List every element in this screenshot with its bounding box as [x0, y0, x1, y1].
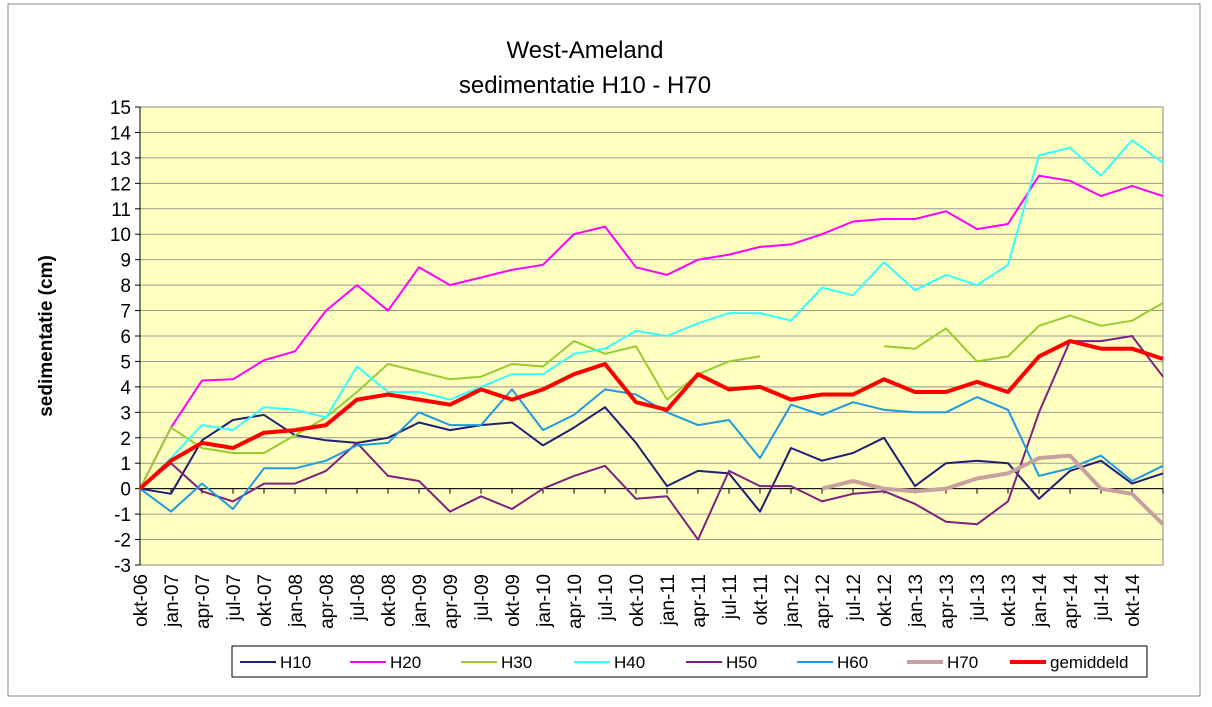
series-line	[139, 302, 1164, 490]
x-tick-label: okt-13	[999, 574, 1020, 627]
y-tick-label: 15	[110, 98, 131, 119]
y-tick-label: 11	[111, 200, 131, 221]
y-tick-label: -3	[114, 556, 131, 577]
x-tick-label: jul-13	[968, 574, 989, 621]
y-tick-label: -2	[114, 531, 131, 552]
x-tick-label: jan-10	[534, 574, 555, 628]
x-tick-label: okt-07	[255, 574, 276, 627]
x-tick-label: okt-11	[751, 574, 772, 625]
x-tick-label: jan-09	[410, 574, 431, 628]
x-tick-label: okt-06	[131, 574, 152, 627]
x-tick-label: jan-12	[782, 574, 803, 628]
series-line	[139, 174, 1164, 490]
y-axis-label: sedimentatie (cm)	[36, 255, 57, 417]
x-tick-label: apr-12	[813, 574, 834, 629]
x-tick-label: jul-12	[844, 574, 865, 621]
x-tick-label: okt-14	[1123, 574, 1144, 627]
y-tick-label: 3	[120, 403, 131, 424]
x-tick-label: jul-09	[472, 574, 493, 621]
x-tick-label: jan-11	[658, 574, 679, 626]
x-tick-label: jan-14	[1030, 574, 1051, 628]
series-line	[139, 335, 1164, 541]
legend-label: H30	[501, 653, 532, 672]
y-tick-label: 13	[110, 149, 131, 170]
y-tick-label: 12	[110, 174, 131, 195]
series-line	[139, 139, 1164, 490]
x-tick-label: apr-08	[317, 574, 338, 629]
legend-label: H70	[947, 653, 978, 672]
y-tick-label: 7	[120, 302, 131, 323]
y-tick-label: 9	[120, 251, 131, 272]
x-tick-label: apr-09	[441, 574, 462, 629]
series-line	[138, 339, 1164, 491]
y-tick-label: 2	[120, 429, 131, 450]
x-tick-label: jul-08	[348, 574, 369, 621]
x-tick-label: okt-09	[503, 574, 524, 627]
x-tick-label: apr-13	[937, 574, 958, 629]
x-tick-label: apr-10	[565, 574, 586, 629]
chart-title: West-Ameland	[507, 37, 664, 64]
legend-label: H40	[614, 653, 645, 672]
x-tick-label: jul-14	[1092, 574, 1113, 622]
legend-label: gemiddeld	[1050, 653, 1128, 672]
chart-subtitle: sedimentatie H10 - H70	[459, 72, 711, 99]
x-tick-label: okt-10	[627, 574, 648, 627]
legend-label: H20	[390, 653, 421, 672]
series-line	[139, 406, 1164, 513]
legend-label: H60	[837, 653, 868, 672]
x-tick-label: jul-07	[224, 574, 245, 621]
x-tick-label: jul-10	[596, 574, 617, 621]
x-tick-label: apr-11	[689, 574, 710, 628]
legend-label: H10	[280, 653, 311, 672]
x-tick-label: apr-14	[1061, 574, 1082, 629]
y-tick-label: -1	[114, 505, 131, 526]
y-tick-label: 14	[110, 123, 132, 144]
y-tick-label: 0	[120, 480, 131, 501]
x-tick-label: jan-08	[286, 574, 307, 628]
series-line	[821, 453, 1165, 526]
y-tick-label: 4	[120, 378, 131, 399]
x-tick-label: okt-08	[379, 574, 400, 627]
x-tick-label: jan-07	[162, 574, 183, 628]
x-tick-label: okt-12	[875, 574, 896, 627]
y-tick-label: 8	[120, 276, 131, 297]
x-tick-label: jan-13	[906, 574, 927, 628]
y-tick-label: 10	[110, 225, 131, 246]
y-tick-label: 5	[120, 352, 131, 373]
series-line	[139, 388, 1164, 513]
legend-label: H50	[726, 653, 757, 672]
y-tick-label: 6	[120, 327, 131, 348]
y-tick-label: 1	[120, 454, 131, 475]
x-tick-label: jul-11	[720, 574, 741, 620]
x-tick-label: apr-07	[193, 574, 214, 629]
